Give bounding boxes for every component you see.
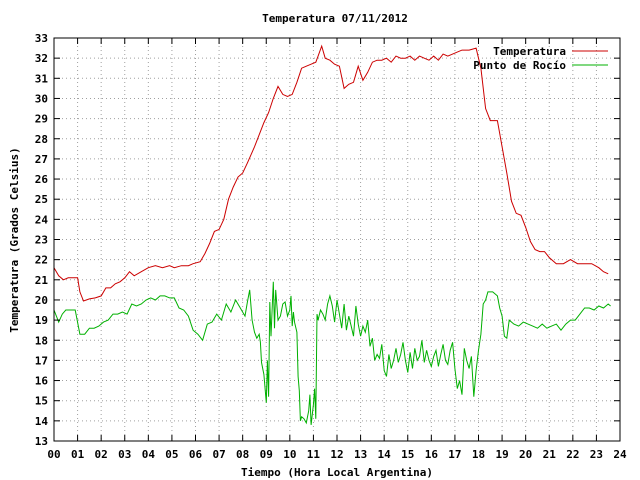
y-tick-label: 18	[35, 334, 48, 347]
y-tick-label: 17	[35, 354, 48, 367]
x-tick-label: 14	[378, 448, 392, 461]
y-tick-label: 26	[35, 173, 49, 186]
x-tick-label: 02	[95, 448, 108, 461]
x-tick-label: 20	[519, 448, 532, 461]
y-axis-label: Temperatura (Grados Celsius)	[8, 147, 21, 332]
x-tick-label: 17	[448, 448, 461, 461]
y-tick-label: 32	[35, 52, 48, 65]
x-tick-label: 12	[330, 448, 343, 461]
y-tick-label: 30	[35, 92, 48, 105]
y-tick-label: 31	[35, 72, 49, 85]
x-axis-label: Tiempo (Hora Local Argentina)	[241, 466, 433, 479]
y-tick-label: 20	[35, 294, 48, 307]
y-tick-label: 19	[35, 314, 48, 327]
x-tick-label: 11	[307, 448, 321, 461]
y-tick-label: 13	[35, 435, 48, 448]
y-tick-label: 23	[35, 234, 48, 247]
x-tick-label: 00	[47, 448, 60, 461]
y-tick-label: 21	[35, 274, 49, 287]
series-layer	[53, 44, 611, 425]
y-tick-label: 24	[35, 213, 49, 226]
x-tick-label: 01	[71, 448, 85, 461]
x-tick-label: 04	[142, 448, 156, 461]
y-tick-label: 16	[35, 375, 49, 388]
x-tick-label: 13	[354, 448, 367, 461]
x-tick-label: 09	[260, 448, 273, 461]
x-tick-label: 19	[495, 448, 508, 461]
grid	[54, 38, 620, 441]
y-tick-label: 14	[35, 415, 49, 428]
y-tick-label: 28	[35, 133, 48, 146]
legend-label-temperatura: Temperatura	[493, 45, 566, 58]
x-tick-label: 06	[189, 448, 203, 461]
legend-label-punto-de-rocio: Punto de Rocío	[473, 59, 566, 72]
x-tick-label: 24	[613, 448, 627, 461]
x-tick-label: 03	[118, 448, 131, 461]
x-tick-label: 15	[401, 448, 414, 461]
x-tick-label: 23	[590, 448, 603, 461]
y-tick-label: 25	[35, 193, 48, 206]
x-tick-label: 05	[165, 448, 178, 461]
series-line-temperatura	[53, 44, 609, 302]
x-tick-label: 16	[425, 448, 439, 461]
chart-title: Temperatura 07/11/2012	[262, 12, 408, 25]
y-tick-label: 22	[35, 254, 48, 267]
y-tick-label: 27	[35, 153, 48, 166]
x-tick-label: 22	[566, 448, 579, 461]
x-tick-label: 10	[283, 448, 296, 461]
x-tick-label: 21	[543, 448, 557, 461]
y-tick-label: 15	[35, 395, 48, 408]
x-tick-label: 07	[212, 448, 225, 461]
y-tick-label: 29	[35, 113, 48, 126]
y-tick-label: 33	[35, 32, 48, 45]
x-tick-label: 18	[472, 448, 485, 461]
ticks: 00 01 02 03 04 05 06 07 08 09 10 11 12 13 14 15 16 17 18 19…	[35, 32, 627, 461]
x-tick-label: 08	[236, 448, 249, 461]
series-line-punto-de-rocio	[53, 281, 611, 425]
